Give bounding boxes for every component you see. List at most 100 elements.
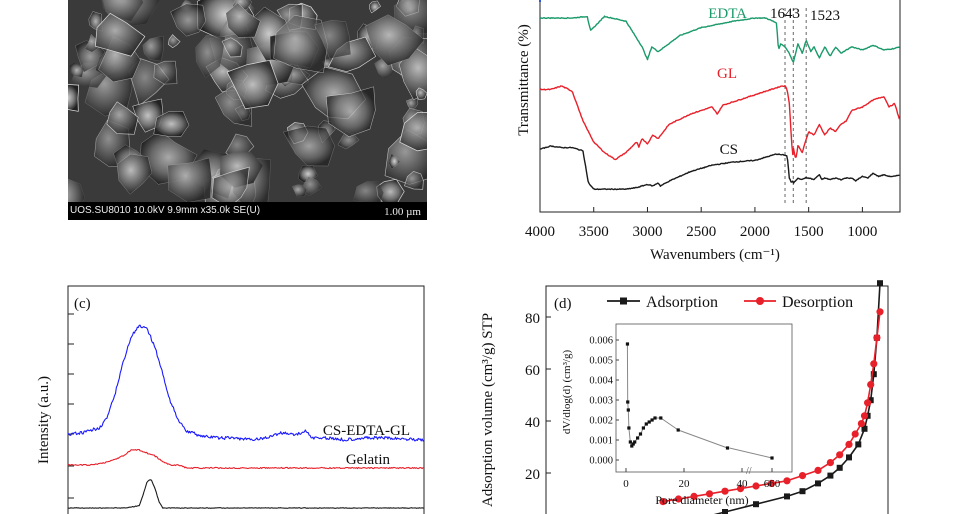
ftir-series-edta — [539, 15, 900, 63]
sem-particle — [415, 87, 427, 101]
xrd-panel-label: (c) — [74, 296, 91, 312]
xrd-frame — [67, 285, 425, 514]
sem-particle — [273, 14, 328, 74]
inset-axis-break: // — [746, 466, 752, 477]
sem-particle — [167, 157, 212, 203]
bet-adsorption-marker — [836, 464, 843, 471]
bet-y-tick-label: 80 — [525, 311, 540, 327]
inset-psd-marker — [641, 426, 645, 430]
legend-desorption-label: Desorption — [782, 294, 853, 311]
sem-particle — [404, 170, 424, 190]
ftir-x-tick-label: 3000 — [632, 224, 662, 240]
ftir-series-cs — [540, 145, 900, 191]
legend-adsorption-marker — [620, 297, 627, 305]
sem-particle — [314, 19, 352, 59]
bet-frame — [545, 285, 889, 514]
ftir-series-gl — [539, 84, 901, 161]
bet-y-tick-label: 60 — [525, 363, 540, 379]
inset-x-tick-label: 40 — [737, 478, 749, 490]
xrd-chart: (c) CS-EDTA-GL Gelatin Intensity (a.u.) — [36, 285, 425, 514]
inset-y-tick-label: 0.004 — [589, 376, 613, 387]
inset-psd-tail — [729, 447, 773, 459]
inset-psd-marker — [770, 456, 774, 460]
inset-psd-marker — [631, 442, 635, 446]
bet-y-axis-label: Adsorption volume (cm³/g) STP — [480, 313, 496, 507]
inset-x-tick-label: 0 — [623, 478, 629, 490]
xrd-series-cs-edta-gl — [67, 324, 425, 442]
sem-particle — [398, 46, 427, 101]
ftir-x-tick-label: 2000 — [740, 224, 770, 240]
inset-psd-marker — [659, 416, 663, 420]
bet-desorption-marker — [783, 477, 791, 485]
bet-desorption-marker — [705, 490, 714, 498]
inset-x-tick-label: 20 — [679, 478, 691, 490]
inset-psd-marker — [653, 416, 657, 420]
bet-desorption-marker — [721, 487, 729, 495]
xrd-label-cs-edta-gl: CS-EDTA-GL — [323, 423, 410, 439]
inset-psd-marker — [638, 432, 643, 436]
ftir-x-tick-label: 1000 — [847, 224, 877, 240]
bet-adsorption-marker — [784, 493, 790, 500]
bet-desorption-marker — [864, 399, 872, 407]
bet-desorption-marker — [752, 482, 760, 490]
legend-adsorption-label: Adsorption — [646, 294, 718, 311]
sem-particle — [399, 112, 427, 152]
sem-particle — [292, 184, 307, 198]
inset-y-tick-label: 0.000 — [589, 456, 613, 467]
sem-particle — [167, 34, 181, 49]
ftir-label-cs: CS — [720, 142, 738, 158]
bet-desorption-marker — [690, 492, 698, 500]
inset-psd-marker — [676, 428, 680, 432]
inset-y-tick-label: 0.001 — [589, 436, 613, 447]
bet-desorption-marker — [836, 451, 844, 459]
ftir-x-axis-label: Wavenumbers (cm⁻¹) — [650, 247, 780, 263]
sem-particle — [211, 166, 250, 209]
sem-particle — [369, 0, 381, 14]
sem-particle — [389, 153, 400, 169]
sem-particle — [195, 34, 226, 79]
sem-particle — [101, 0, 144, 22]
ftir-chart: 4000 3500 3000 2500 2000 1500 1000 EDTA 1643 1… — [516, 0, 901, 263]
inset-psd-marker — [725, 446, 730, 450]
bet-adsorption-marker — [753, 501, 759, 508]
inset-psd-marker — [644, 422, 648, 426]
ftir-x-tick-label: 3500 — [579, 224, 609, 240]
inset-psd-marker — [636, 436, 640, 440]
bet-chart: 20406080100 Adsorption volume (cm³/g) ST… — [480, 280, 889, 514]
ftir-label-gl: GL — [717, 66, 737, 82]
bet-adsorption-marker — [855, 441, 862, 448]
bet-desorption-marker — [845, 440, 853, 448]
inset-y-tick-label: 0.006 — [589, 336, 613, 347]
ftir-annotation-1523: 1523 — [810, 8, 840, 24]
inset-psd-marker — [647, 420, 651, 424]
ftir-y-axis-label: Transmittance (%) — [516, 24, 532, 136]
bet-desorption-marker — [736, 485, 745, 493]
inset-frame — [615, 323, 793, 473]
bet-adsorption-marker — [799, 488, 806, 495]
bet-y-tick-label: 20 — [525, 467, 540, 483]
sem-info-text: UOS.SU8010 10.0kV 9.9mm x35.0k SE(U) — [70, 205, 261, 216]
bet-y-tick-label: 40 — [525, 415, 540, 431]
sem-micrograph: UOS.SU8010 10.0kV 9.9mm x35.0k SE(U) 1.0… — [68, 0, 427, 220]
inset-psd-marker — [628, 440, 632, 444]
inset-psd-marker — [626, 400, 630, 404]
inset-psd-marker — [626, 408, 630, 412]
inset-x-axis-label: Pore diameter (nm) — [655, 493, 748, 507]
ftir-x-tick-label: 2500 — [686, 224, 716, 240]
sem-info-bar: UOS.SU8010 10.0kV 9.9mm x35.0k SE(U) 1.0… — [68, 202, 427, 220]
bet-desorption-marker — [873, 334, 881, 342]
legend-desorption-marker — [756, 297, 764, 305]
sem-particle — [282, 125, 335, 167]
inset-x-tick-label: 660 — [764, 478, 781, 490]
sem-particle — [225, 2, 261, 38]
bet-adsorption-marker — [846, 454, 852, 461]
sem-particle — [106, 101, 139, 135]
bet-adsorption-marker — [722, 509, 728, 514]
ftir-reference-lines — [784, 8, 807, 205]
inset-y-tick-label: 0.002 — [589, 416, 613, 427]
ftir-x-tick-label: 1500 — [794, 224, 824, 240]
sem-particle — [153, 111, 190, 137]
bet-desorption-marker — [674, 495, 683, 503]
bet-legend: Adsorption Desorption — [607, 294, 853, 311]
bet-desorption-marker — [659, 498, 667, 506]
